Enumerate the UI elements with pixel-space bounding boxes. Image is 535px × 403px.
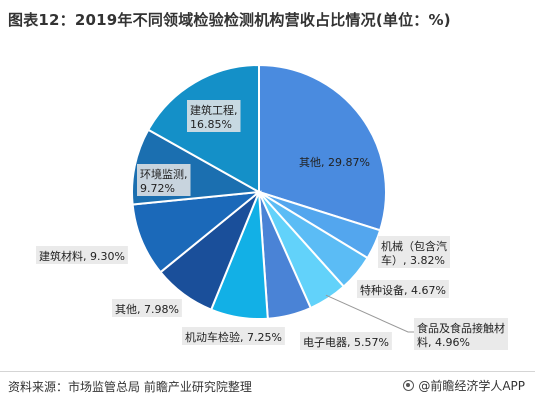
slice-label-text: 16.85% (190, 118, 232, 131)
slice-label-6: 机动车检验, 7.25% (182, 327, 285, 345)
slice-label-10: 建筑工程,16.85% (187, 100, 241, 132)
source-note: 资料来源：市场监管总局 前瞻产业研究院整理 (8, 380, 252, 394)
slice-label-3: 特种设备, 4.67% (357, 280, 449, 298)
brand-logo-icon (403, 380, 415, 391)
slice-label-text: 其他, 7.98% (115, 303, 179, 316)
slice-label-box (137, 164, 191, 196)
slice-label-box (300, 332, 392, 350)
slice-label-text: 环境监测, (140, 167, 188, 181)
slice-label-box (357, 280, 449, 298)
slice-label-text: 9.72% (140, 182, 175, 195)
brand-text: @前瞻经济学人APP (418, 379, 525, 393)
slice-label-box (414, 318, 508, 350)
slice-label-text: 车）, 3.82% (381, 253, 445, 267)
slice-label-text: 其他, 29.87% (299, 156, 370, 169)
slice-label-text: 料, 4.96% (417, 335, 470, 349)
slice-label-box (36, 246, 128, 264)
slice-label-1: 其他, 29.87% (299, 156, 370, 169)
footer-divider (0, 371, 535, 372)
slice-label-box (187, 100, 241, 132)
brand-mark: @前瞻经济学人APP (403, 377, 525, 394)
slice-label-9: 环境监测,9.72% (137, 164, 191, 196)
slice-label-7: 其他, 7.98% (112, 299, 182, 317)
chart-title: 图表12：2019年不同领域检验检测机构营收占比情况(单位：%) (8, 11, 451, 29)
slice-label-text: 特种设备, 4.67% (360, 283, 446, 297)
slice-label-text: 机动车检验, 7.25% (185, 330, 282, 344)
slice-label-text: 机械（包含汽 (381, 239, 447, 253)
leader-line (325, 294, 414, 333)
pie-slice-1 (258, 63, 387, 232)
slice-label-text: 建筑材料, 9.30% (39, 249, 125, 263)
slice-label-box (378, 236, 450, 268)
slice-label-8: 建筑材料, 9.30% (36, 246, 128, 264)
slice-label-text: 食品及食品接触材 (417, 321, 505, 335)
slice-label-text: 建筑工程, (190, 103, 238, 117)
slice-label-box (112, 299, 182, 317)
slice-label-text: 电子电器, 5.57% (303, 336, 389, 349)
slice-label-5: 电子电器, 5.57% (300, 332, 392, 350)
slice-label-box (182, 327, 285, 345)
